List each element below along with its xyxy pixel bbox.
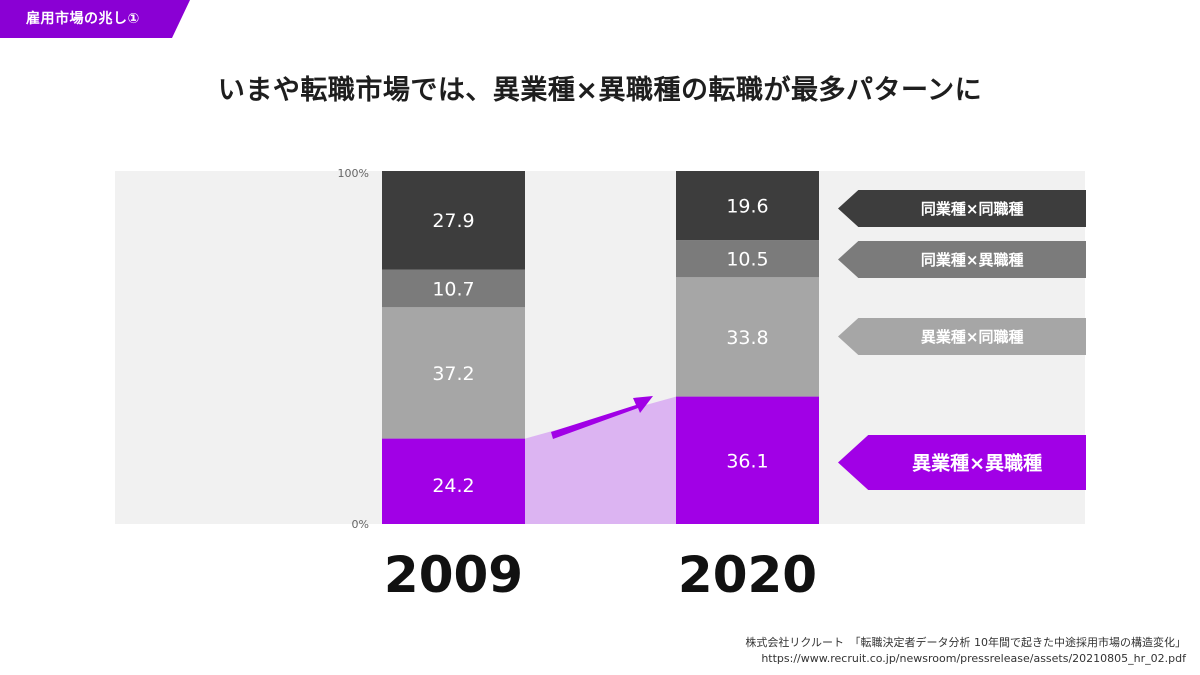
page-title: いまや転職市場では、異業種×異職種の転職が最多パターンに xyxy=(217,75,983,106)
bar-2009-value-label-1: 37.2 xyxy=(432,363,474,385)
legend-tag-2 xyxy=(838,241,1086,278)
legend-label-1: 異業種×同職種 xyxy=(921,328,1024,346)
stacked-bar-chart: 0% 100% 24.2 37.2 10.7 27.9 2009 36.1 33.8 10.5 19… xyxy=(115,167,1086,604)
legend-label-2: 同業種×異職種 xyxy=(921,251,1024,269)
source-publisher: 株式会社リクルート 「転職決定者データ分析 10年間で起きた中途採用市場の構造変… xyxy=(745,636,1186,649)
bar-2009-value-label-0: 24.2 xyxy=(432,475,474,497)
bar-2020-segment-1 xyxy=(676,277,819,397)
growth-arrow-icon xyxy=(551,396,653,439)
section-tag-label: 雇用市場の兆し① xyxy=(26,11,140,27)
bar-2009-segment-3 xyxy=(382,171,525,270)
legend-label-3: 同業種×同職種 xyxy=(921,200,1024,218)
bar-2009-segment-2 xyxy=(382,269,525,308)
bar-2009-segment-0 xyxy=(382,438,525,524)
legend-label-0: 異業種×異職種 xyxy=(912,452,1042,475)
bar-2020-value-label-0: 36.1 xyxy=(726,450,768,472)
bar-2009-segment-1 xyxy=(382,307,525,439)
source-url: https://www.recruit.co.jp/newsroom/press… xyxy=(761,652,1186,665)
source-citation: 株式会社リクルート 「転職決定者データ分析 10年間で起きた中途採用市場の構造変… xyxy=(745,635,1186,667)
bar-2020-segment-3 xyxy=(676,171,819,241)
bar-2020-value-label-3: 19.6 xyxy=(726,196,768,218)
bar-2009-value-label-3: 27.9 xyxy=(432,210,474,232)
bar-2020-value-label-2: 10.5 xyxy=(726,249,768,271)
bar-2020-segment-0 xyxy=(676,396,819,524)
legend-tag-1 xyxy=(838,318,1086,355)
x-category-label-2009: 2009 xyxy=(384,546,523,604)
legend-tag-0 xyxy=(838,435,1086,490)
bar-2020-segment-2 xyxy=(676,240,819,278)
y-tick-label-0: 0% xyxy=(352,518,369,531)
legend-tag-3 xyxy=(838,190,1086,227)
y-tick-label-100: 100% xyxy=(338,167,369,180)
section-tag-shape xyxy=(0,0,190,38)
section-tag: 雇用市場の兆し① xyxy=(0,0,190,38)
bar-2020-value-label-1: 33.8 xyxy=(726,327,768,349)
x-category-label-2020: 2020 xyxy=(678,546,817,604)
bar-2009-value-label-2: 10.7 xyxy=(432,278,474,300)
